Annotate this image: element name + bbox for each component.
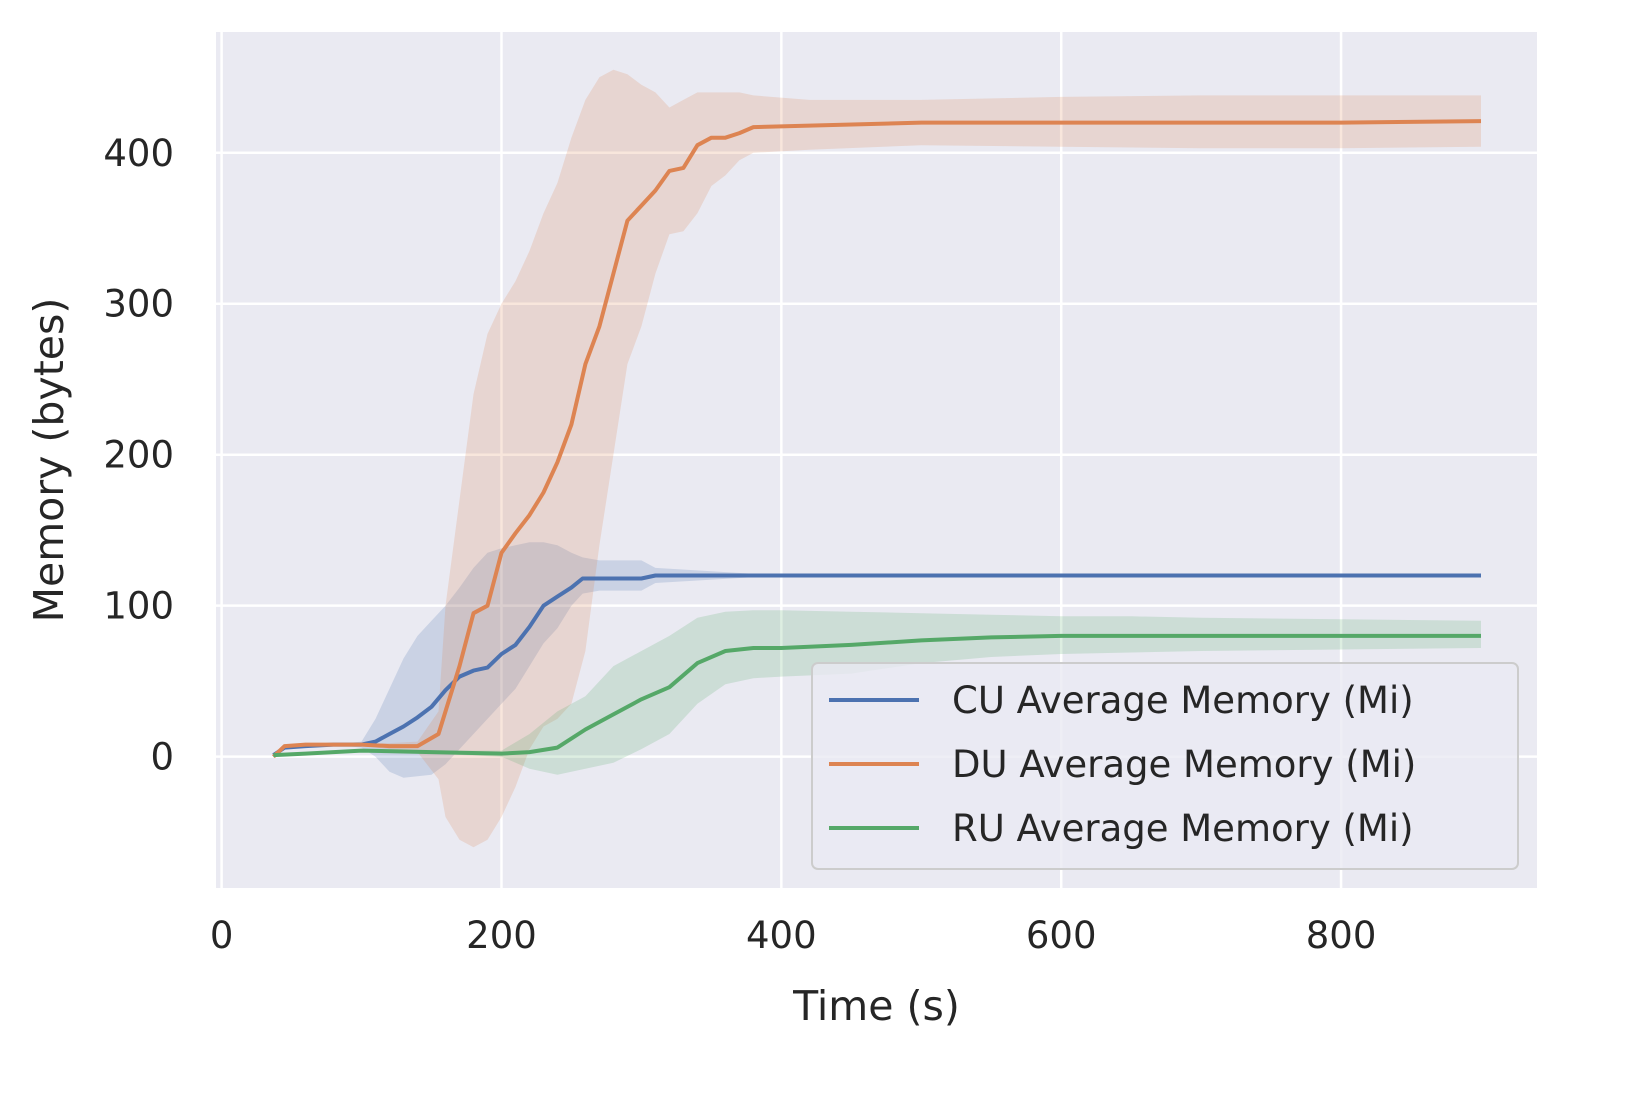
y-tick-label: 200 — [103, 434, 174, 477]
x-tick-label: 600 — [1026, 914, 1097, 957]
x-tick-label: 0 — [210, 914, 234, 957]
series-line-du — [272, 119, 1482, 759]
y-tick-label: 400 — [103, 132, 174, 175]
series-line-ru — [273, 633, 1481, 758]
x-tick-label: 400 — [746, 914, 817, 957]
legend-label-ru: RU Average Memory (Mi) — [952, 807, 1414, 850]
series-lines — [272, 119, 1482, 759]
legend: CU Average Memory (Mi) DU Average Memory… — [811, 662, 1519, 870]
legend-box — [811, 662, 1519, 870]
x-axis-label: Time (s) — [792, 982, 960, 1030]
series-line-cu — [272, 573, 1481, 757]
x-tick-label: 800 — [1306, 914, 1377, 957]
legend-label-cu: CU Average Memory (Mi) — [952, 679, 1414, 722]
x-tick-label: 200 — [466, 914, 537, 957]
y-tick-labels: 0 100 200 300 400 — [103, 132, 174, 779]
band-cu — [273, 542, 1481, 778]
y-tick-label: 300 — [103, 283, 174, 326]
band-du — [273, 69, 1481, 848]
y-tick-label: 0 — [150, 736, 174, 779]
x-tick-labels: 0 200 400 600 800 — [210, 914, 1377, 957]
legend-label-du: DU Average Memory (Mi) — [952, 743, 1416, 786]
y-axis-label: Memory (bytes) — [25, 298, 73, 623]
y-tick-label: 100 — [103, 585, 174, 628]
